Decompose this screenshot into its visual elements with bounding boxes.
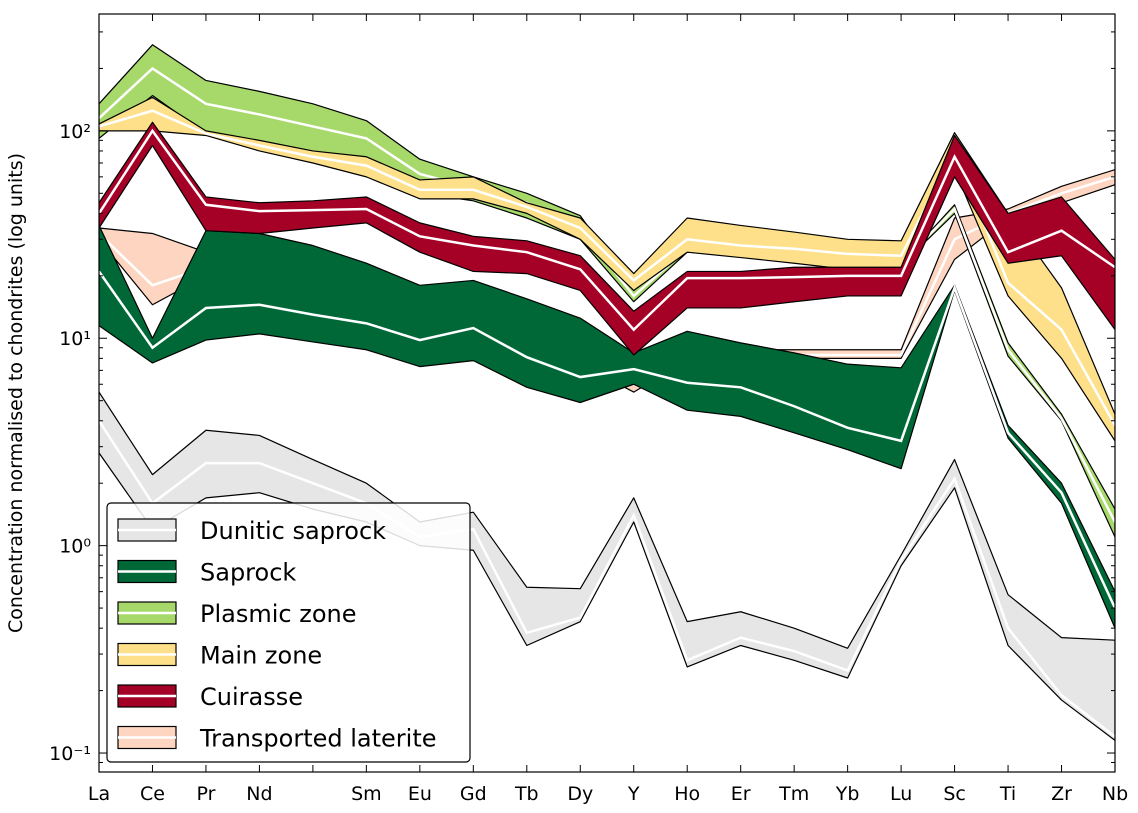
median-line	[99, 420, 1115, 738]
x-tick-label: Gd	[460, 783, 487, 805]
median-line	[99, 128, 1115, 332]
axes-frame	[98, 13, 1116, 773]
x-tick-label: Dy	[567, 783, 593, 805]
band	[99, 224, 1115, 629]
x-tick-label: Tm	[778, 783, 809, 805]
x-tick-label: Lu	[890, 783, 912, 805]
x-tick-label: Tb	[514, 783, 539, 805]
y-tick-label: 10⁰	[59, 536, 91, 558]
plot-area	[99, 44, 1115, 742]
x-tick-label: Pr	[196, 783, 215, 805]
x-tick-label: Ho	[674, 783, 700, 805]
legend-label: Main zone	[200, 642, 322, 670]
x-tick-label: Eu	[408, 783, 432, 805]
x-tick-label: Yb	[835, 783, 860, 805]
x-tick-label: La	[88, 783, 110, 805]
y-tick-label: 10²	[59, 121, 91, 143]
x-tick-label: Y	[627, 783, 640, 805]
legend-label: Dunitic saprock	[200, 517, 386, 545]
x-tick-label: Nd	[246, 783, 272, 805]
legend-box	[106, 502, 471, 763]
x-tick-label: Er	[731, 783, 751, 805]
x-tick-label: Zr	[1051, 783, 1072, 805]
y-tick-label: 10¹	[59, 328, 91, 350]
x-tick-label: Sm	[351, 783, 382, 805]
legend-label: Transported laterite	[199, 725, 437, 753]
y-axis-label: Concentration normalised to chondrites (…	[5, 153, 27, 633]
median-line	[99, 270, 1115, 609]
x-tick-label: Nb	[1102, 783, 1128, 805]
y-tick-label: 10⁻¹	[49, 743, 91, 765]
legend-label: Cuirasse	[200, 683, 303, 711]
series-layer	[99, 44, 1115, 742]
legend-label: Plasmic zone	[200, 600, 356, 628]
band	[99, 121, 1115, 356]
x-tick-label: Ti	[999, 783, 1016, 805]
legend-label: Saprock	[200, 559, 296, 587]
x-tick-label: Sc	[943, 783, 966, 805]
x-tick-label: Ce	[140, 783, 165, 805]
